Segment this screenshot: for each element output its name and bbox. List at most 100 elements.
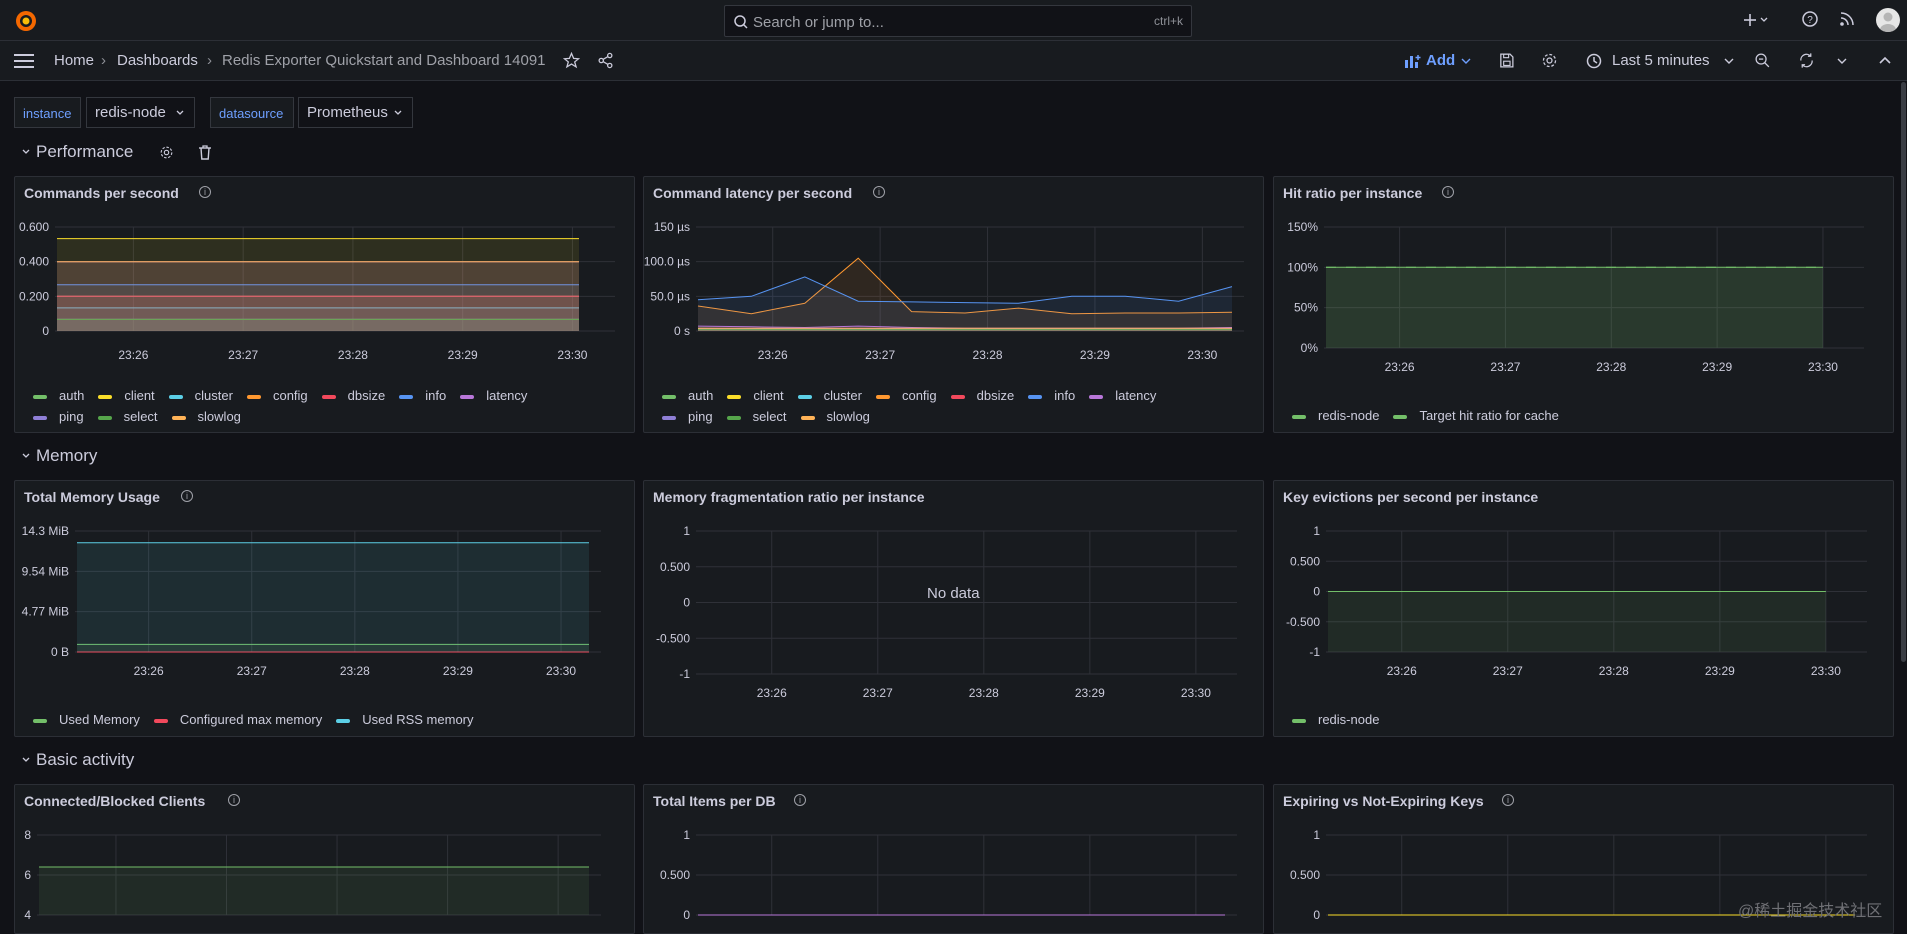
info-icon[interactable]: i — [873, 186, 885, 198]
chart-total-memory[interactable]: 0 B 4.77 MiB 9.54 MiB 14.3 MiB 23:26 23:27 23:… — [15, 515, 635, 695]
star-icon[interactable] — [563, 52, 580, 69]
legend-item[interactable]: latency — [1089, 385, 1156, 406]
row-title-basic-activity[interactable]: Basic activity — [36, 750, 135, 769]
legend-item[interactable]: Configured max memory — [153, 709, 322, 730]
legend-item[interactable]: redis-node — [1292, 405, 1379, 426]
legend-item[interactable]: info — [1028, 385, 1075, 406]
legend-item[interactable]: auth — [662, 385, 713, 406]
row-title-performance[interactable]: Performance — [36, 142, 134, 161]
row-delete-trash-icon[interactable] — [198, 145, 212, 160]
chart-command-latency[interactable]: 0 s 50.0 µs 100.0 µs 150 µs 23:26 23:27 23:28 2… — [644, 211, 1264, 381]
user-avatar[interactable] — [1876, 8, 1900, 32]
info-icon[interactable]: i — [181, 490, 193, 502]
legend-label: Used Memory — [59, 712, 140, 727]
grafana-logo-icon[interactable] — [14, 9, 38, 33]
page-scrollbar[interactable] — [1901, 82, 1906, 662]
panel-title: Commands per second — [24, 185, 179, 201]
news-feed-icon[interactable] — [1838, 10, 1856, 28]
chart-expiring-keys[interactable]: 0 0.500 1 — [1274, 819, 1894, 934]
legend-item[interactable]: config — [246, 385, 308, 406]
time-range-picker[interactable]: Last 5 minutes — [1586, 51, 1734, 71]
chart-memory-fragmentation[interactable]: -1 -0.500 0 0.500 1 23:26 23:27 23:28 23:29 23:30 — [644, 515, 1264, 715]
y-tick-label: 1 — [683, 828, 690, 842]
legend-item[interactable]: Target hit ratio for cache — [1393, 405, 1559, 426]
legend-item[interactable]: Used RSS memory — [336, 709, 474, 730]
row-collapse-chevron-icon[interactable] — [22, 757, 30, 763]
share-icon[interactable] — [597, 52, 614, 69]
legend-swatch — [800, 415, 815, 420]
row-settings-gear-icon[interactable] — [159, 145, 174, 160]
row-collapse-chevron-icon[interactable] — [22, 149, 30, 155]
legend-item[interactable]: client — [727, 385, 784, 406]
breadcrumb-dashboards[interactable]: Dashboards — [117, 52, 198, 69]
legend: redis-node — [1292, 709, 1852, 730]
help-icon[interactable]: ? — [1801, 10, 1819, 28]
refresh-icon[interactable] — [1798, 52, 1815, 69]
y-tick-label: 1 — [683, 524, 690, 538]
panel-expiring-keys[interactable]: Expiring vs Not-Expiring Keys i 0 0.500 1 — [1273, 784, 1894, 934]
chart-commands-per-second[interactable]: 0 0.200 0.400 0.600 23:26 23:27 23:28 23:29 23:3… — [15, 211, 635, 381]
legend-item[interactable]: select — [726, 406, 787, 427]
legend-item[interactable]: dbsize — [950, 385, 1014, 406]
legend-swatch — [797, 394, 812, 399]
panel-command-latency[interactable]: Command latency per second i 0 s 50.0 µs 1… — [643, 176, 1264, 433]
variable-select-instance[interactable]: redis-node — [86, 97, 195, 128]
x-tick-label: 23:26 — [758, 348, 788, 362]
legend-item[interactable]: ping — [33, 406, 84, 427]
legend-item[interactable]: cluster — [168, 385, 233, 406]
chart-key-evictions[interactable]: -1 -0.500 0 0.500 1 23:26 23:27 23:28 23:29 23:30 — [1274, 515, 1894, 695]
panel-commands-per-second[interactable]: Commands per second i 0 0.200 0.400 0.600 23… — [14, 176, 635, 433]
panel-total-memory[interactable]: Total Memory Usage i 0 B 4.77 MiB 9.54 MiB… — [14, 480, 635, 737]
panel-total-items[interactable]: Total Items per DB i 0 0.500 1 — [643, 784, 1264, 934]
legend-item[interactable]: dbsize — [321, 385, 385, 406]
legend-item[interactable]: select — [97, 406, 158, 427]
legend-item[interactable]: latency — [460, 385, 527, 406]
collapse-icon[interactable] — [1879, 56, 1891, 66]
svg-text:?: ? — [1807, 15, 1813, 26]
refresh-interval-chevron-icon[interactable] — [1837, 57, 1847, 65]
legend-item[interactable]: slowlog — [800, 406, 870, 427]
legend-item[interactable]: ping — [662, 406, 713, 427]
legend-swatch — [1028, 394, 1043, 399]
legend-item[interactable]: auth — [33, 385, 84, 406]
zoom-out-icon[interactable] — [1754, 52, 1771, 69]
search-shortcut: ctrl+k — [1153, 14, 1183, 28]
info-icon[interactable]: i — [1442, 186, 1454, 198]
panel-key-evictions[interactable]: Key evictions per second per instance -1… — [1273, 480, 1894, 737]
chart-hit-ratio[interactable]: 0% 50% 100% 150% 23:26 23:27 23:28 23:29 23:30 — [1274, 211, 1894, 391]
legend-swatch — [168, 394, 183, 399]
save-icon[interactable] — [1498, 52, 1515, 69]
chart-total-items[interactable]: 0 0.500 1 — [644, 819, 1264, 934]
legend-item[interactable]: client — [98, 385, 155, 406]
series-area — [77, 644, 589, 652]
gear-icon[interactable] — [1541, 52, 1558, 69]
panel-hit-ratio[interactable]: Hit ratio per instance i 0% 50% 100% 150% 23… — [1273, 176, 1894, 433]
search-input[interactable]: Search or jump to... ctrl+k — [724, 5, 1192, 37]
variable-select-datasource[interactable]: Prometheus — [298, 97, 413, 128]
chevron-down-icon — [1461, 58, 1471, 64]
breadcrumb-home[interactable]: Home — [54, 52, 95, 69]
panel-memory-fragmentation[interactable]: Memory fragmentation ratio per instance … — [643, 480, 1264, 737]
row-title-memory[interactable]: Memory — [36, 446, 98, 465]
legend-item[interactable]: Used Memory — [33, 709, 140, 730]
info-icon[interactable]: i — [228, 794, 240, 806]
legend-item[interactable]: slowlog — [171, 406, 241, 427]
x-tick-label: 23:28 — [1596, 360, 1626, 374]
legend-item[interactable]: cluster — [797, 385, 862, 406]
legend-label: ping — [59, 409, 84, 424]
y-tick-label: 8 — [24, 828, 31, 842]
legend-item[interactable]: redis-node — [1292, 709, 1379, 730]
info-icon[interactable]: i — [1502, 794, 1514, 806]
legend-item[interactable]: info — [399, 385, 446, 406]
row-collapse-chevron-icon[interactable] — [22, 453, 30, 459]
panel-connected-clients[interactable]: Connected/Blocked Clients i 4 6 8 — [14, 784, 635, 934]
plus-icon[interactable] — [1740, 10, 1770, 30]
legend-label: info — [1054, 388, 1076, 403]
menu-icon[interactable] — [14, 53, 34, 69]
chart-connected-clients[interactable]: 4 6 8 — [15, 819, 635, 934]
chevron-right-icon: › — [101, 52, 106, 69]
info-icon[interactable]: i — [794, 794, 806, 806]
y-tick-label: 9.54 MiB — [22, 564, 69, 578]
info-icon[interactable]: i — [199, 186, 211, 198]
legend-item[interactable]: config — [875, 385, 937, 406]
